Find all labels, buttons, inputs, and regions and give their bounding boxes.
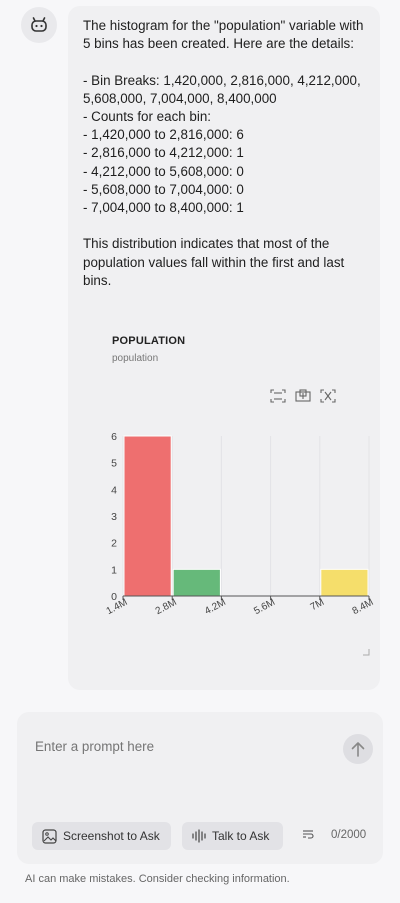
screenshot-to-ask-button[interactable]: Screenshot to Ask [32,822,171,850]
y-tick-label-1: 1 [111,564,117,576]
send-button[interactable] [343,734,373,764]
histogram-bar-4[interactable] [320,568,369,597]
assistant-message-bubble: The histogram for the "population" varia… [68,6,380,690]
chart-toolbox [269,387,337,405]
resize-handle-icon[interactable] [362,648,370,656]
msg-line: population values fall within the first … [83,254,345,270]
msg-line: - Counts for each bin: [83,109,212,124]
y-tick-label-2: 2 [111,538,117,550]
robot-icon [31,17,47,32]
y-tick-label-4: 4 [111,484,117,496]
histogram-bar-0[interactable] [123,435,172,597]
x-tick-label-4: 7M [309,597,326,613]
disclaimer-text: AI can make mistakes. Consider checking … [25,873,290,885]
x-tick-label-2: 4.2M [203,597,228,617]
msg-line: - 5,608,000 to 7,004,000: 0 [83,181,244,197]
fullscreen-icon [270,389,286,403]
assistant-message-text: The histogram for the "population" varia… [83,17,373,290]
msg-line: - 1,420,000 to 2,816,000: 6 [83,127,244,143]
msg-line: This distribution indicates that most of… [83,236,330,252]
waveform-icon [192,829,206,843]
format-icon[interactable] [302,829,314,839]
chart-subtitle: population [112,353,159,364]
x-tick-label-5: 8.4M [351,597,376,617]
x-tick-label-3: 5.6M [252,597,277,617]
x-tick-label-0: 1.4M [105,597,130,617]
msg-line: - 7,004,000 to 8,400,000: 1 [83,200,244,216]
screenshot-to-ask-label: Screenshot to Ask [63,829,160,843]
y-tick-label-3: 3 [111,511,117,523]
msg-line: bins. [83,272,112,288]
msg-line: - 4,212,000 to 5,608,000: 0 [83,163,244,179]
char-count: 0/2000 [331,829,367,841]
y-tick-label-0: 0 [111,591,117,603]
image-icon [42,828,57,844]
talk-to-ask-button[interactable]: Talk to Ask [182,822,283,850]
y-tick-label-5: 5 [111,458,117,470]
msg-line: - Bin Breaks: 1,420,000, 2,816,000, 4,21… [83,72,361,88]
msg-line: 5,608,000, 7,004,000, 8,400,000 [83,90,277,106]
msg-line: - 2,816,000 to 4,212,000: 1 [83,145,244,161]
fullscreen-button[interactable] [269,387,287,405]
y-tick-label-6: 6 [111,431,117,443]
chart-title: POPULATION [112,335,186,347]
histogram-bar-1[interactable] [172,568,221,597]
select-area-icon [295,389,311,402]
assistant-avatar [21,7,57,43]
msg-line: 5 bins has been created. Here are the de… [83,36,354,52]
reset-zoom-button[interactable] [319,387,337,405]
msg-line: The histogram for the "population" varia… [83,18,364,33]
prompt-input[interactable] [35,739,335,754]
prompt-composer: Screenshot to Ask Talk to Ask 0/2000 [17,712,383,864]
arrow-up-icon [351,742,365,757]
talk-to-ask-label: Talk to Ask [212,829,270,843]
histogram-chart: 1.4M 2.8M 4.2M 5.6M 7M 8.4M 0 1 2 3 4 5 6 [105,431,376,617]
select-area-button[interactable] [294,387,312,405]
x-tick-label-1: 2.8M [154,597,179,617]
reset-zoom-icon [320,389,336,403]
